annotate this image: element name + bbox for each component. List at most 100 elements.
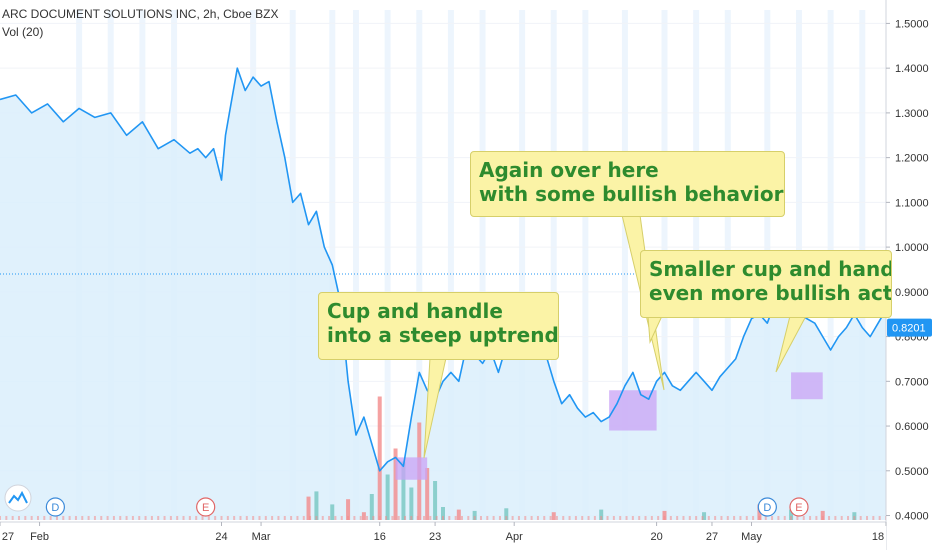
- volume-bar-small: [600, 516, 603, 520]
- volume-bar-small: [372, 516, 375, 520]
- price-badge-background: [887, 318, 932, 337]
- y-tick-label: 1.0000: [895, 242, 929, 254]
- volume-bar-small: [283, 516, 286, 520]
- volume-bar-small: [87, 516, 90, 520]
- volume-bar-small: [30, 516, 33, 520]
- y-tick-label: 0.6000: [895, 421, 929, 433]
- volume-bar-small: [106, 516, 109, 520]
- callout-line: Cup and handle: [327, 299, 503, 323]
- y-tick-label: 0.4000: [895, 511, 929, 523]
- volume-bar-small: [157, 516, 160, 520]
- volume-bar-small: [252, 516, 255, 520]
- volume-bar-small: [366, 516, 369, 520]
- volume-bar-small: [859, 516, 862, 520]
- volume-bar-small: [536, 516, 539, 520]
- price-area-fill: [0, 68, 932, 520]
- x-axis-background: [0, 522, 886, 550]
- volume-label: Vol (20): [2, 25, 44, 39]
- volume-bar-small: [828, 516, 831, 520]
- volume-bar: [433, 481, 438, 520]
- volume-bar-small: [790, 516, 793, 520]
- volume-bar-small: [423, 516, 426, 520]
- pattern-highlight-box: [609, 390, 657, 431]
- callout-line: Again over here: [479, 158, 659, 182]
- volume-bar-small: [631, 516, 634, 520]
- volume-bar: [504, 508, 509, 520]
- volume-bar-small: [492, 516, 495, 520]
- volume-bar-small: [777, 516, 780, 520]
- volume-bar-small: [745, 516, 748, 520]
- x-tick-label: 23: [429, 531, 441, 543]
- volume-bar-small: [43, 516, 46, 520]
- volume-bar-small: [796, 516, 799, 520]
- volume-bar-small: [296, 516, 299, 520]
- volume-bar-small: [606, 516, 609, 520]
- y-tick-label: 0.5000: [895, 466, 929, 478]
- session-band: [447, 10, 454, 520]
- volume-bar-small: [809, 516, 812, 520]
- pattern-highlight-box: [791, 372, 823, 400]
- volume-bar: [551, 512, 556, 520]
- callout-again-over-here: Again over here with some bullish behavi…: [470, 151, 785, 217]
- volume-bar-small: [100, 516, 103, 520]
- session-band: [479, 10, 486, 520]
- volume-bar-small: [347, 516, 350, 520]
- y-axis-background: [886, 0, 932, 550]
- volume-bar-small: [555, 516, 558, 520]
- x-tick-label: Apr: [506, 531, 523, 543]
- volume-bar-small: [802, 516, 805, 520]
- volume-bar-small: [568, 516, 571, 520]
- volume-bar-small: [201, 516, 204, 520]
- y-tick-label: 1.4000: [895, 63, 929, 75]
- y-tick-label: 1.1000: [895, 197, 929, 209]
- session-band: [519, 10, 526, 520]
- volume-bar-small: [119, 516, 122, 520]
- session-band: [384, 10, 391, 520]
- volume-bar-small: [385, 516, 388, 520]
- volume-bar: [401, 461, 406, 520]
- earnings-marker: [789, 497, 809, 517]
- volume-bar-small: [454, 516, 457, 520]
- session-band: [621, 10, 628, 520]
- x-tick-label: 27: [706, 531, 718, 543]
- volume-bar-small: [404, 516, 407, 520]
- volume-bar-small: [505, 516, 508, 520]
- volume-bar-small: [676, 516, 679, 520]
- volume-bar-small: [49, 516, 52, 520]
- y-tick-label: 1.2000: [895, 153, 929, 165]
- volume-bar-small: [239, 516, 242, 520]
- volume-bar-small: [657, 516, 660, 520]
- volume-bar-small: [543, 516, 546, 520]
- volume-bar: [456, 509, 461, 520]
- volume-bar-small: [207, 516, 210, 520]
- volume-bar-small: [176, 516, 179, 520]
- volume-bar-small: [144, 516, 147, 520]
- volume-bar-small: [334, 516, 337, 520]
- volume-bar-small: [467, 516, 470, 520]
- volume-bar-small: [62, 516, 65, 520]
- volume-bar-small: [701, 516, 704, 520]
- volume-bar-small: [264, 516, 267, 520]
- volume-bar-small: [0, 516, 1, 520]
- y-axis: 1.5000 1.4000 1.3000 1.2000 1.1000 1.0000 0.90…: [885, 0, 932, 550]
- volume-bar: [361, 512, 366, 520]
- volume-bar-small: [340, 516, 343, 520]
- pattern-highlight-box: [395, 457, 428, 480]
- volume-bar-small: [574, 516, 577, 520]
- volume-bar: [409, 487, 414, 520]
- dividend-marker: [45, 497, 65, 517]
- volume-bar-small: [872, 516, 875, 520]
- volume-bar-small: [163, 516, 166, 520]
- volume-bar-small: [68, 516, 71, 520]
- volume-bar-small: [321, 516, 324, 520]
- x-tick-label: May: [741, 531, 762, 543]
- volume-bar: [377, 396, 382, 520]
- y-tick-label: 0.7000: [895, 376, 929, 388]
- x-tick-label: 24: [215, 531, 227, 543]
- volume-bar-small: [315, 516, 318, 520]
- volume-bar-small: [36, 516, 39, 520]
- volume-bar: [306, 496, 311, 520]
- volume-bar-small: [581, 516, 584, 520]
- volume-bar-small: [17, 516, 20, 520]
